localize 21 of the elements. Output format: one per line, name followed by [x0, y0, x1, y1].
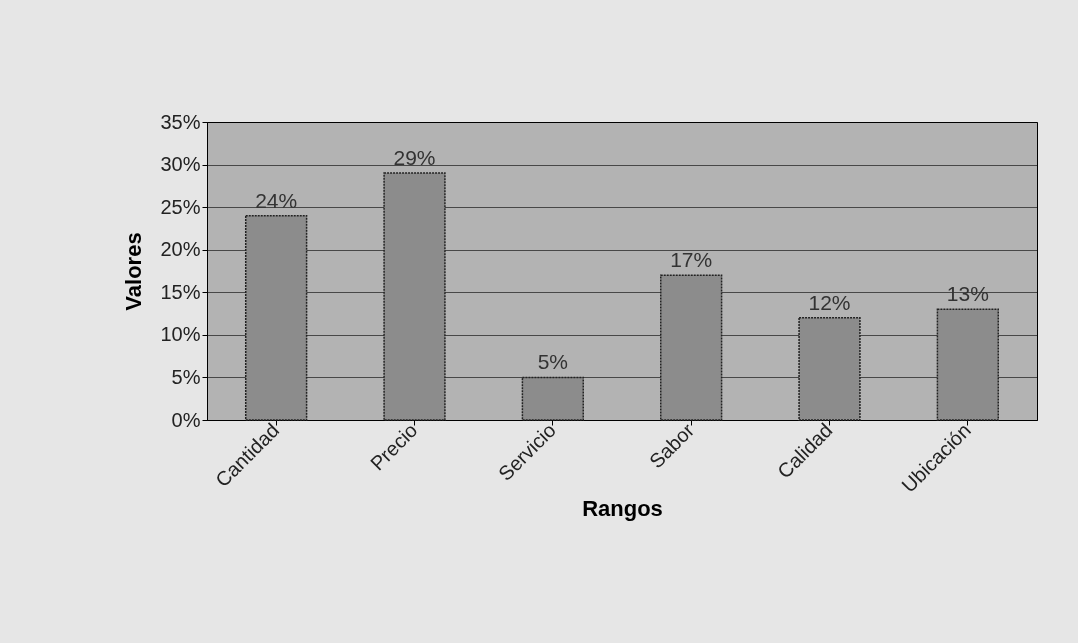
data-label: 17%: [670, 248, 713, 272]
y-tick-label: 20%: [160, 238, 201, 261]
y-tick-label: 35%: [160, 110, 201, 133]
bar: [798, 317, 861, 421]
y-tick-label: 5%: [171, 365, 201, 388]
y-axis-title: Valores: [121, 232, 147, 311]
x-axis-title: Rangos: [582, 495, 663, 521]
data-label: 24%: [255, 188, 298, 212]
y-tick-label: 0%: [171, 408, 201, 431]
data-label: 12%: [808, 290, 851, 314]
y-tick-label: 10%: [160, 323, 201, 346]
bar: [383, 172, 446, 421]
data-label: 5%: [537, 350, 569, 374]
bar: [244, 214, 308, 421]
y-tick-label: 15%: [160, 280, 201, 303]
bar: [521, 376, 585, 421]
y-tick-label: 25%: [160, 195, 201, 218]
bar: [659, 274, 723, 421]
data-label: 29%: [393, 146, 436, 170]
y-tick-label: 30%: [160, 153, 201, 176]
bar: [936, 308, 1000, 421]
